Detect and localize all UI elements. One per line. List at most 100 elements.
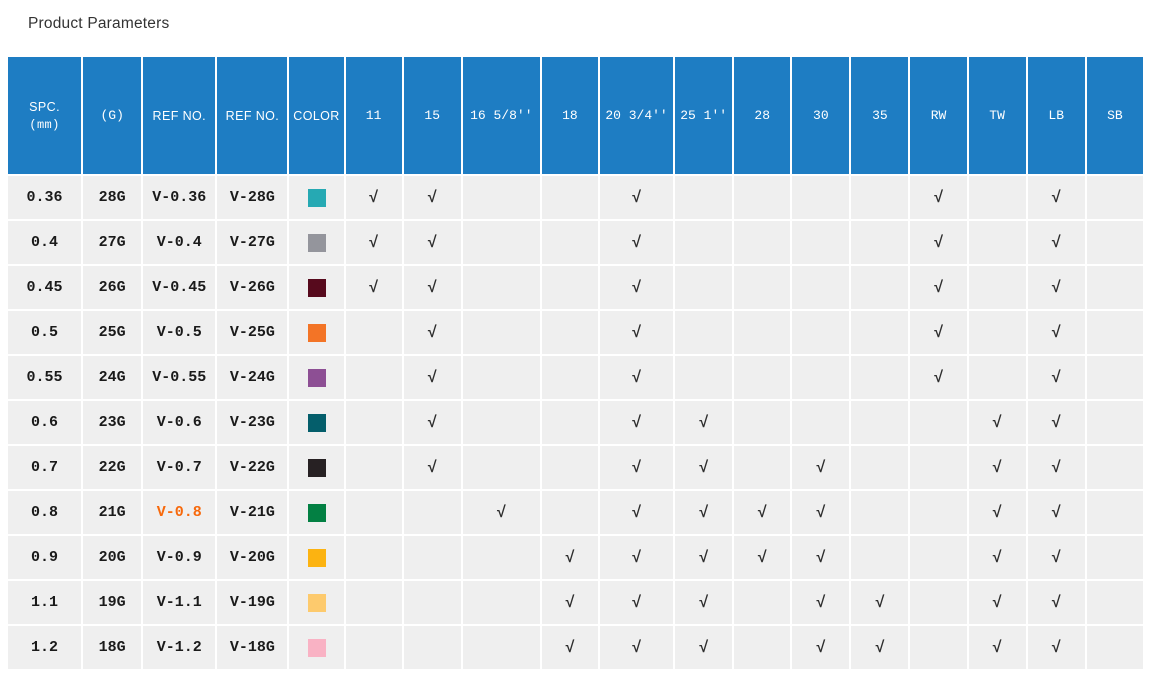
cell-check-c18 — [541, 310, 599, 355]
cell-spc: 0.8 — [7, 490, 82, 535]
cell-check-tw: √ — [968, 400, 1027, 445]
cell-check-c30: √ — [791, 580, 850, 625]
cell-check-sb — [1086, 580, 1144, 625]
cell-check-c16 — [462, 310, 541, 355]
check-icon: √ — [875, 594, 885, 612]
cell-ref-no-g: V-27G — [216, 220, 288, 265]
color-swatch — [308, 639, 326, 657]
cell-gauge: 21G — [82, 490, 142, 535]
cell-check-lb: √ — [1027, 265, 1086, 310]
cell-ref-no-g: V-20G — [216, 535, 288, 580]
cell-check-c25: √ — [674, 445, 733, 490]
column-header-rw: RW — [909, 56, 967, 175]
cell-check-c11: √ — [345, 175, 403, 220]
cell-check-c28 — [733, 400, 791, 445]
cell-gauge: 23G — [82, 400, 142, 445]
column-header-c18: 18 — [541, 56, 599, 175]
cell-color — [288, 490, 344, 535]
cell-check-c20: √ — [599, 310, 674, 355]
table-header-row: SPC.(mm)(G)REF NO.REF NO.COLOR111516 5/8… — [7, 56, 1144, 175]
cell-check-c15: √ — [403, 175, 462, 220]
cell-check-tw: √ — [968, 490, 1027, 535]
cell-check-c11: √ — [345, 265, 403, 310]
cell-check-c15 — [403, 490, 462, 535]
table-row: 0.3628GV-0.36V-28G√√√√√ — [7, 175, 1144, 220]
cell-spc: 0.6 — [7, 400, 82, 445]
cell-check-sb — [1086, 490, 1144, 535]
cell-check-sb — [1086, 535, 1144, 580]
cell-check-c25 — [674, 175, 733, 220]
check-icon: √ — [699, 549, 709, 567]
cell-check-c11: √ — [345, 220, 403, 265]
check-icon: √ — [369, 279, 379, 297]
cell-spc: 0.7 — [7, 445, 82, 490]
table-row: 0.4526GV-0.45V-26G√√√√√ — [7, 265, 1144, 310]
cell-gauge: 25G — [82, 310, 142, 355]
cell-check-tw: √ — [968, 580, 1027, 625]
column-header-ref1: REF NO. — [142, 56, 216, 175]
cell-check-c28 — [733, 625, 791, 670]
cell-spc: 0.55 — [7, 355, 82, 400]
cell-check-c20: √ — [599, 580, 674, 625]
cell-gauge: 18G — [82, 625, 142, 670]
column-header-sb: SB — [1086, 56, 1144, 175]
cell-check-rw: √ — [909, 175, 967, 220]
cell-check-c11 — [345, 490, 403, 535]
check-icon: √ — [427, 324, 437, 342]
check-icon: √ — [934, 189, 944, 207]
cell-spc: 0.5 — [7, 310, 82, 355]
cell-color — [288, 445, 344, 490]
check-icon: √ — [699, 639, 709, 657]
check-icon: √ — [565, 594, 575, 612]
cell-check-c25 — [674, 220, 733, 265]
check-icon: √ — [497, 504, 507, 522]
check-icon: √ — [632, 594, 642, 612]
cell-check-c30: √ — [791, 625, 850, 670]
column-header-c20: 20 3/4'' — [599, 56, 674, 175]
cell-check-c16 — [462, 175, 541, 220]
cell-check-c15: √ — [403, 220, 462, 265]
cell-ref-no: V-1.2 — [142, 625, 216, 670]
column-header-lb: LB — [1027, 56, 1086, 175]
cell-check-c11 — [345, 625, 403, 670]
cell-check-lb: √ — [1027, 220, 1086, 265]
cell-check-c25 — [674, 310, 733, 355]
cell-check-c35 — [850, 220, 909, 265]
column-header-c28: 28 — [733, 56, 791, 175]
cell-check-sb — [1086, 400, 1144, 445]
table-row: 0.920GV-0.9V-20G√√√√√√√ — [7, 535, 1144, 580]
cell-spc: 0.4 — [7, 220, 82, 265]
cell-check-c30: √ — [791, 535, 850, 580]
check-icon: √ — [934, 234, 944, 252]
cell-check-c11 — [345, 580, 403, 625]
check-icon: √ — [992, 459, 1002, 477]
cell-check-lb: √ — [1027, 490, 1086, 535]
cell-check-lb: √ — [1027, 400, 1086, 445]
check-icon: √ — [992, 414, 1002, 432]
cell-check-rw — [909, 490, 967, 535]
check-icon: √ — [757, 504, 767, 522]
cell-check-c28: √ — [733, 490, 791, 535]
check-icon: √ — [632, 189, 642, 207]
color-swatch — [308, 324, 326, 342]
check-icon: √ — [565, 549, 575, 567]
color-swatch — [308, 279, 326, 297]
check-icon: √ — [699, 414, 709, 432]
check-icon: √ — [1051, 594, 1061, 612]
cell-check-lb: √ — [1027, 625, 1086, 670]
color-swatch — [308, 369, 326, 387]
cell-check-c18: √ — [541, 580, 599, 625]
product-parameters-table: SPC.(mm)(G)REF NO.REF NO.COLOR111516 5/8… — [7, 56, 1144, 670]
cell-check-c18: √ — [541, 625, 599, 670]
cell-check-c28 — [733, 220, 791, 265]
check-icon: √ — [1051, 414, 1061, 432]
cell-check-sb — [1086, 625, 1144, 670]
cell-color — [288, 310, 344, 355]
check-icon: √ — [1051, 549, 1061, 567]
cell-check-sb — [1086, 220, 1144, 265]
cell-spc: 0.45 — [7, 265, 82, 310]
cell-spc: 0.9 — [7, 535, 82, 580]
cell-gauge: 27G — [82, 220, 142, 265]
cell-check-c30: √ — [791, 490, 850, 535]
cell-check-c35 — [850, 265, 909, 310]
